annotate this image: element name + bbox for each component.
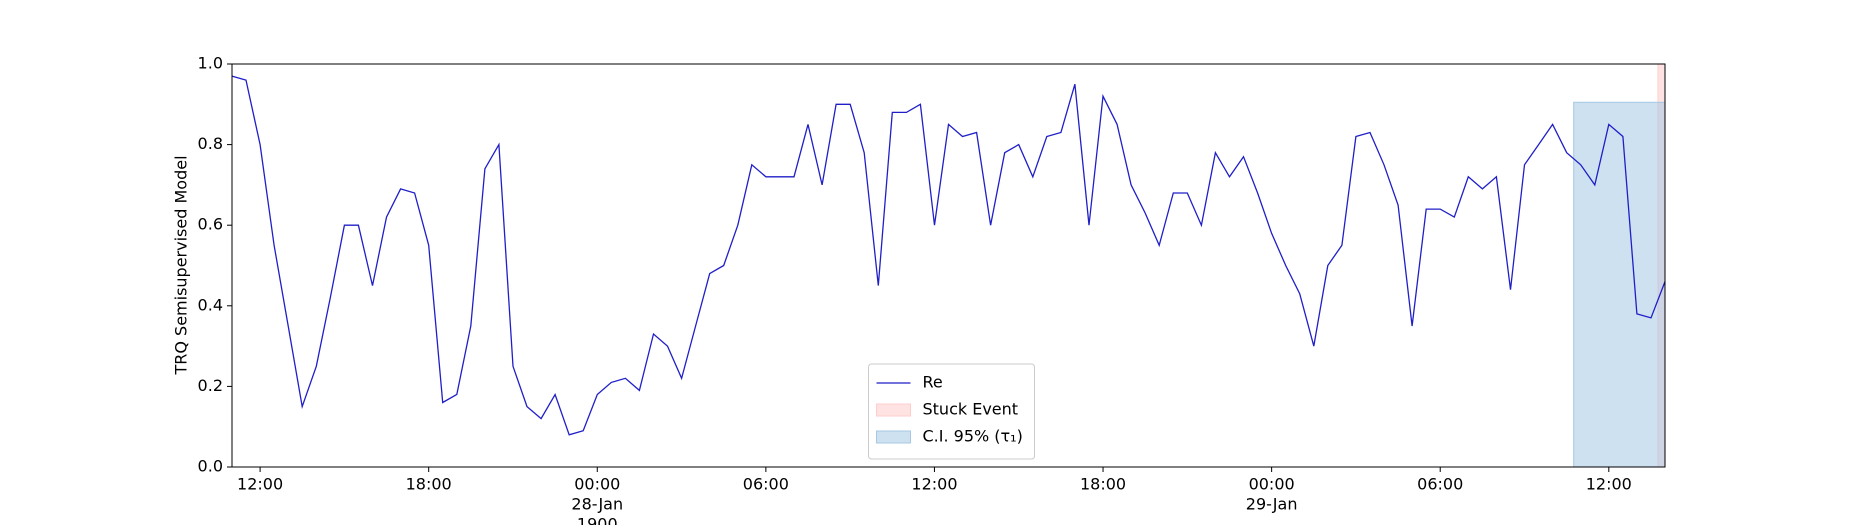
x-tick-label: 12:00	[1586, 475, 1632, 494]
x-tick-label: 00:00	[1249, 475, 1295, 494]
legend-patch	[876, 403, 911, 417]
y-axis-label: TRQ Semisupervised Model	[172, 155, 191, 375]
plot-frame	[231, 63, 1666, 468]
legend-patch	[876, 430, 911, 444]
y-tick-label: 0.0	[198, 457, 223, 476]
x-tick-label: 18:00	[1080, 475, 1126, 494]
x-tick-label: 1900	[577, 515, 618, 525]
legend: Re Stuck Event C.I. 95% (τ₁)	[868, 363, 1035, 460]
legend-label: C.I. 95% (τ₁)	[923, 427, 1023, 446]
y-tick-label: 0.2	[198, 376, 223, 395]
legend-label: Stuck Event	[923, 400, 1019, 419]
y-tick-label: 0.8	[198, 134, 223, 153]
x-tick-label: 28-Jan	[571, 495, 623, 514]
x-tick-label: 06:00	[1417, 475, 1463, 494]
line-series	[231, 75, 1666, 436]
y-tick-label: 1.0	[198, 54, 223, 73]
x-tick-label: 06:00	[743, 475, 789, 494]
y-tick-label: 0.4	[198, 295, 223, 314]
x-tick-label: 18:00	[406, 475, 452, 494]
x-tick-label: 12:00	[237, 475, 283, 494]
y-tick-label: 0.6	[198, 215, 223, 234]
shaded-span	[1573, 101, 1666, 468]
x-tick-label: 29-Jan	[1246, 495, 1298, 514]
x-tick-label: 12:00	[911, 475, 957, 494]
x-tick-label: 00:00	[574, 475, 620, 494]
legend-label: Re	[923, 373, 943, 392]
